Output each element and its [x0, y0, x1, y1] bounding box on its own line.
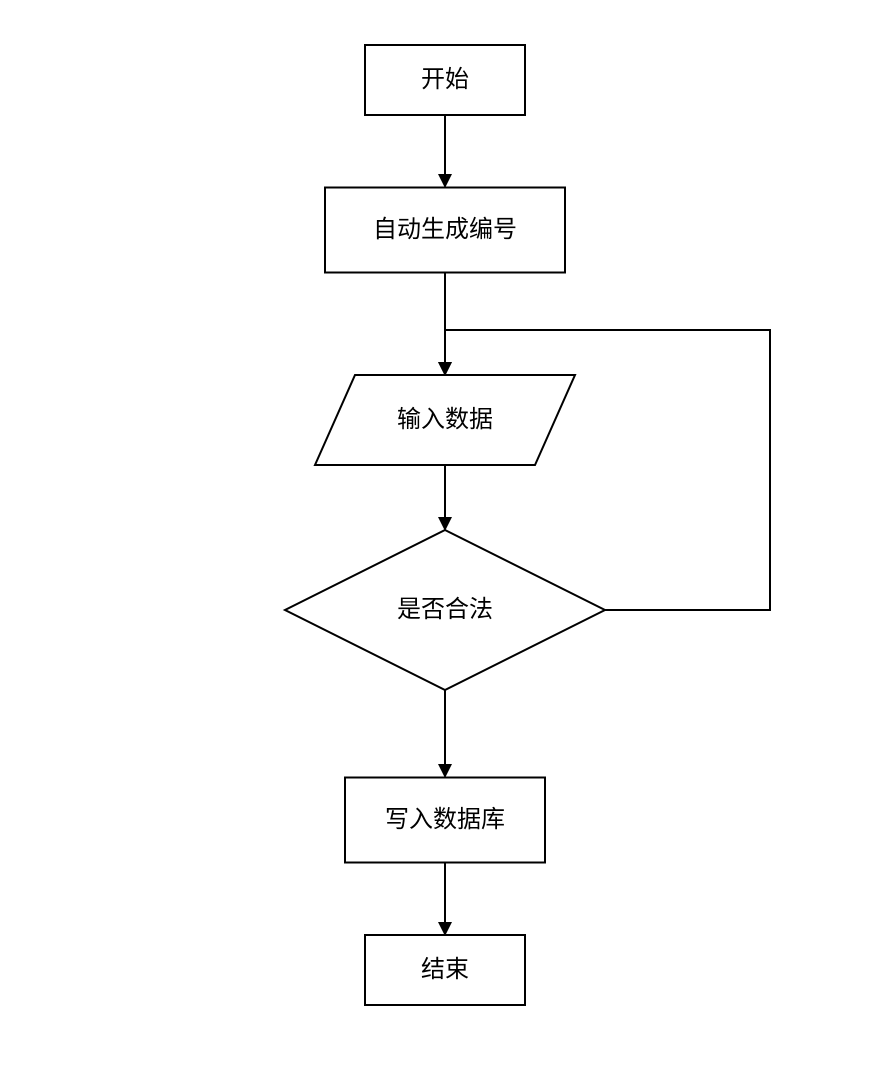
flowchart-canvas: 开始自动生成编号输入数据是否合法写入数据库结束: [0, 0, 894, 1074]
node-autogen: 自动生成编号: [325, 188, 565, 273]
node-end: 结束: [365, 935, 525, 1005]
node-input: 输入数据: [315, 375, 575, 465]
node-autogen-label: 自动生成编号: [373, 216, 517, 243]
node-write: 写入数据库: [345, 778, 545, 863]
node-input-label: 输入数据: [397, 406, 493, 433]
node-valid: 是否合法: [285, 530, 605, 690]
node-end-label: 结束: [421, 956, 469, 983]
node-start: 开始: [365, 45, 525, 115]
node-write-label: 写入数据库: [385, 806, 505, 833]
node-start-label: 开始: [421, 66, 469, 93]
node-valid-label: 是否合法: [397, 596, 493, 623]
